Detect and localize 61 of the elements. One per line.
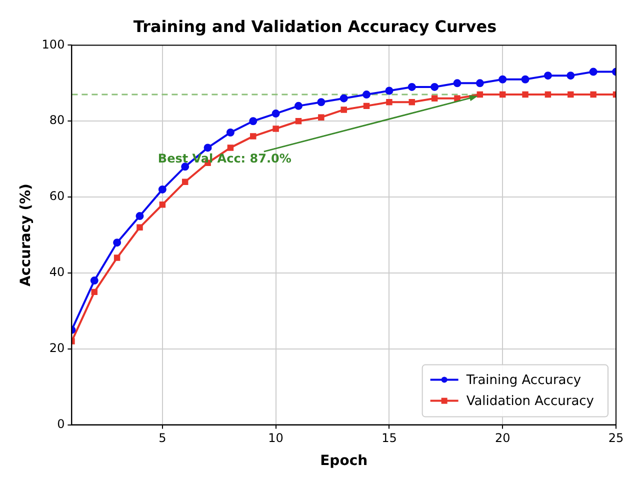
point bbox=[204, 144, 212, 152]
point bbox=[272, 126, 279, 132]
point bbox=[544, 91, 552, 98]
point bbox=[318, 114, 324, 120]
point bbox=[386, 99, 392, 106]
point bbox=[589, 68, 598, 76]
x-axis-title: Epoch bbox=[320, 453, 368, 470]
point bbox=[408, 99, 416, 106]
y-tick-label: 20 bbox=[49, 341, 65, 356]
point bbox=[454, 95, 460, 102]
x-tick-label: 10 bbox=[268, 431, 284, 446]
point bbox=[159, 202, 166, 208]
point bbox=[114, 254, 120, 261]
point bbox=[182, 178, 188, 185]
y-tick-label: 40 bbox=[49, 265, 65, 280]
point bbox=[568, 91, 574, 98]
point bbox=[385, 86, 394, 95]
point bbox=[499, 91, 506, 98]
point bbox=[295, 118, 302, 124]
point bbox=[249, 117, 258, 126]
point bbox=[544, 72, 552, 80]
y-tick-label: 0 bbox=[57, 416, 65, 431]
y-axis-title: Accuracy (%) bbox=[18, 184, 34, 286]
point bbox=[522, 91, 528, 98]
point bbox=[113, 238, 122, 247]
chart-title: Training and Validation Accuracy Curves bbox=[133, 16, 497, 36]
point bbox=[408, 82, 416, 91]
point bbox=[476, 91, 484, 98]
x-tick-label: 15 bbox=[382, 431, 397, 446]
point bbox=[340, 106, 347, 113]
legend-label: Training Accuracy bbox=[465, 373, 582, 388]
point bbox=[453, 79, 462, 88]
point bbox=[431, 95, 438, 102]
point bbox=[521, 75, 530, 84]
x-tick-label: 5 bbox=[158, 431, 166, 446]
y-tick-label: 60 bbox=[49, 189, 65, 204]
point bbox=[317, 98, 326, 106]
point bbox=[272, 110, 280, 118]
point bbox=[294, 102, 302, 110]
legend-label: Validation Accuracy bbox=[466, 394, 594, 410]
point bbox=[136, 224, 143, 231]
point bbox=[340, 94, 348, 102]
point bbox=[250, 133, 256, 140]
point bbox=[227, 144, 234, 151]
point bbox=[498, 75, 507, 84]
point bbox=[430, 82, 439, 91]
x-tick-label: 20 bbox=[494, 431, 510, 446]
point bbox=[136, 212, 144, 220]
point bbox=[91, 288, 98, 296]
point bbox=[590, 91, 596, 98]
point bbox=[181, 162, 190, 171]
point bbox=[566, 72, 575, 80]
point bbox=[226, 128, 234, 137]
x-tick-label: 25 bbox=[608, 431, 624, 446]
y-tick-label: 100 bbox=[42, 37, 65, 52]
point bbox=[90, 276, 98, 285]
point bbox=[363, 102, 370, 110]
point bbox=[476, 79, 484, 88]
point bbox=[362, 90, 371, 99]
y-tick-label: 80 bbox=[49, 113, 65, 128]
point bbox=[158, 185, 166, 194]
